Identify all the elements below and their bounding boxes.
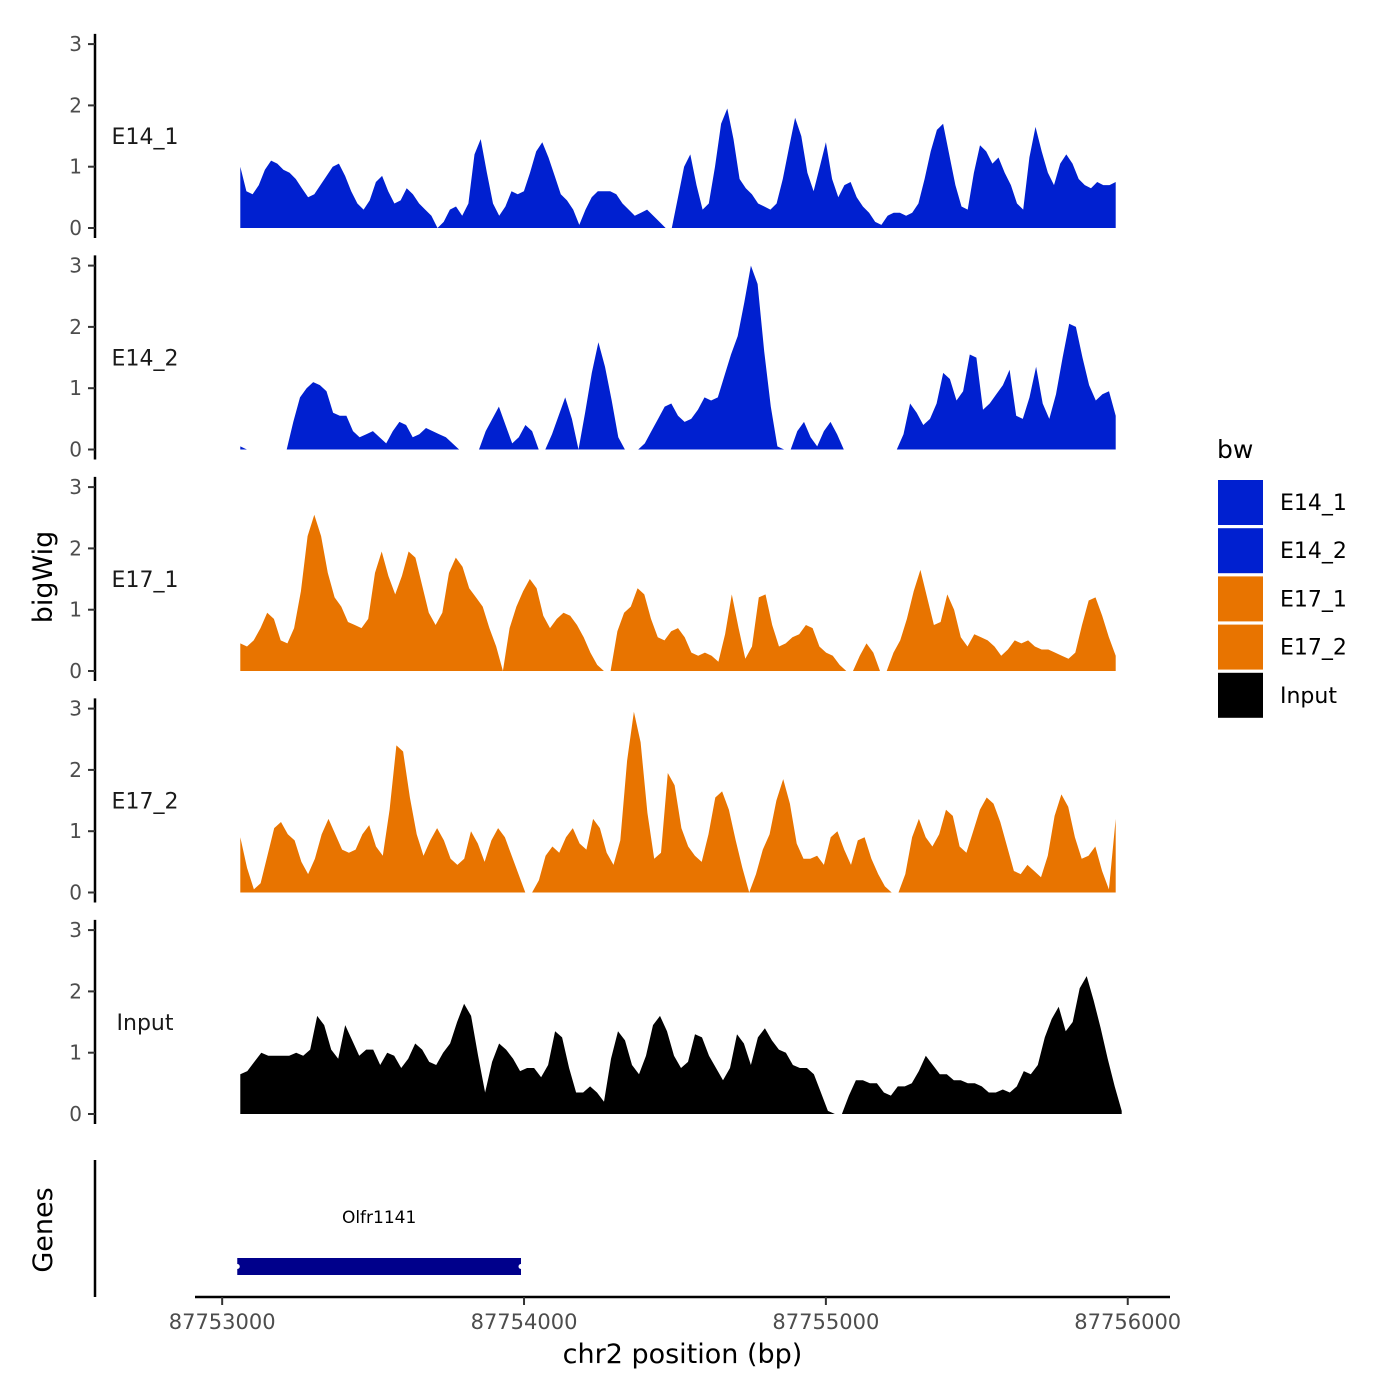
y-tick-label: 0 — [69, 216, 82, 240]
legend-label: E17_2 — [1280, 636, 1347, 661]
y-tick-label: 0 — [69, 881, 82, 905]
y-tick-label: 2 — [69, 315, 82, 339]
signal-area-e17-1 — [240, 514, 1116, 671]
gene-label: Olfr1141 — [342, 1208, 416, 1228]
legend-swatch — [1218, 528, 1263, 574]
legend-swatch — [1218, 672, 1263, 718]
track-e17-2: 0 1 2 3 E17_2 — [69, 697, 1116, 905]
y-tick-label: 2 — [69, 93, 82, 117]
y-tick-label: 2 — [69, 536, 82, 560]
y-tick-label: 0 — [69, 1102, 82, 1126]
y-axis-title: bigWig — [28, 531, 59, 624]
legend-label: E17_1 — [1280, 587, 1347, 612]
y-tick-label: 3 — [69, 475, 82, 499]
tracks-layer: 0 1 2 3 E14_1 0 1 2 3 E14_2 0 1 2 3 E17_1 0 1 2 3 E17_2 0 1 2 3… — [69, 32, 1122, 1126]
legend-label: Input — [1280, 684, 1337, 709]
track-label: Input — [117, 1011, 174, 1036]
y-tick-label: 3 — [69, 918, 82, 942]
y-tick-label: 1 — [69, 819, 82, 843]
y-tick-label: 1 — [69, 155, 82, 179]
x-tick-label: 87753000 — [169, 1310, 276, 1334]
legend-swatch — [1218, 576, 1263, 622]
track-label: E14_2 — [112, 347, 179, 372]
gene-end-dot — [518, 1264, 524, 1269]
track-label: E14_1 — [112, 125, 179, 150]
x-tick-label: 87754000 — [471, 1310, 578, 1334]
track-label: E17_1 — [112, 568, 179, 593]
y-tick-label: 0 — [69, 438, 82, 462]
genes-axis-title: Genes — [28, 1187, 59, 1272]
legend: bw E14_1 E14_2 E17_1 E17_2 Input — [1217, 435, 1347, 718]
signal-area-e14-1 — [240, 108, 1116, 228]
legend-label: E14_2 — [1280, 539, 1347, 564]
gene-start-dot — [234, 1264, 240, 1269]
y-tick-label: 3 — [69, 32, 82, 56]
legend-label: E14_1 — [1280, 491, 1347, 516]
x-axis-title: chr2 position (bp) — [563, 1339, 803, 1370]
legend-title: bw — [1217, 435, 1253, 464]
signal-area-input — [240, 976, 1122, 1114]
y-tick-label: 1 — [69, 376, 82, 400]
gene-body-bar — [237, 1258, 522, 1275]
y-tick-label: 0 — [69, 659, 82, 683]
track-e14-1: 0 1 2 3 E14_1 — [69, 32, 1116, 240]
y-tick-label: 1 — [69, 1041, 82, 1065]
signal-area-e17-2 — [240, 711, 1116, 893]
x-tick-label: 87755000 — [772, 1310, 879, 1334]
y-tick-label: 2 — [69, 758, 82, 782]
genes-panel: Genes Olfr1141 — [28, 1160, 524, 1297]
legend-swatch — [1218, 624, 1263, 670]
track-e17-1: 0 1 2 3 E17_1 — [69, 475, 1116, 683]
y-tick-label: 1 — [69, 598, 82, 622]
track-label: E17_2 — [112, 790, 179, 815]
y-tick-label: 3 — [69, 254, 82, 278]
track-e14-2: 0 1 2 3 E14_2 — [69, 254, 1116, 462]
y-tick-label: 2 — [69, 979, 82, 1003]
legend-swatch — [1218, 480, 1263, 525]
x-axis: chr2 position (bp) 87753000 87754000 87755… — [169, 1295, 1181, 1370]
track-input: 0 1 2 3 Input — [69, 918, 1122, 1126]
x-tick-label: 87756000 — [1074, 1310, 1181, 1334]
signal-area-e14-2 — [240, 265, 1116, 450]
y-tick-label: 3 — [69, 697, 82, 721]
